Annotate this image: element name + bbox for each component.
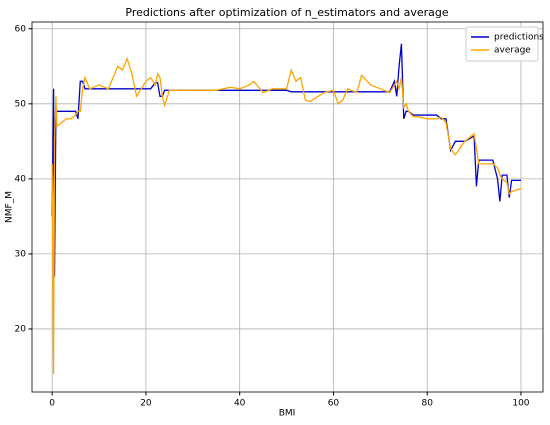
- legend-label: predictions: [494, 33, 544, 43]
- x-tick-label: 100: [512, 399, 529, 409]
- series-line: [51, 56, 522, 374]
- x-tick-label: 0: [49, 399, 55, 409]
- x-tick-label: 40: [234, 399, 246, 409]
- y-tick-label: 20: [15, 324, 27, 334]
- y-tick-label: 60: [15, 24, 27, 34]
- legend-box: [465, 26, 539, 62]
- y-tick-label: 40: [15, 174, 27, 184]
- x-tick-label: 20: [140, 399, 152, 409]
- y-tick-label: 30: [15, 249, 27, 259]
- x-axis-label: BMI: [279, 409, 296, 419]
- y-axis-label: NMF_M: [5, 191, 15, 223]
- x-tick-label: 80: [421, 399, 433, 409]
- legend-label: average: [494, 46, 531, 56]
- y-tick-label: 50: [15, 99, 27, 109]
- plot-frame: [31, 21, 544, 393]
- chart-title: Predictions after optimization of n_esti…: [125, 6, 448, 19]
- x-tick-label: 60: [328, 399, 340, 409]
